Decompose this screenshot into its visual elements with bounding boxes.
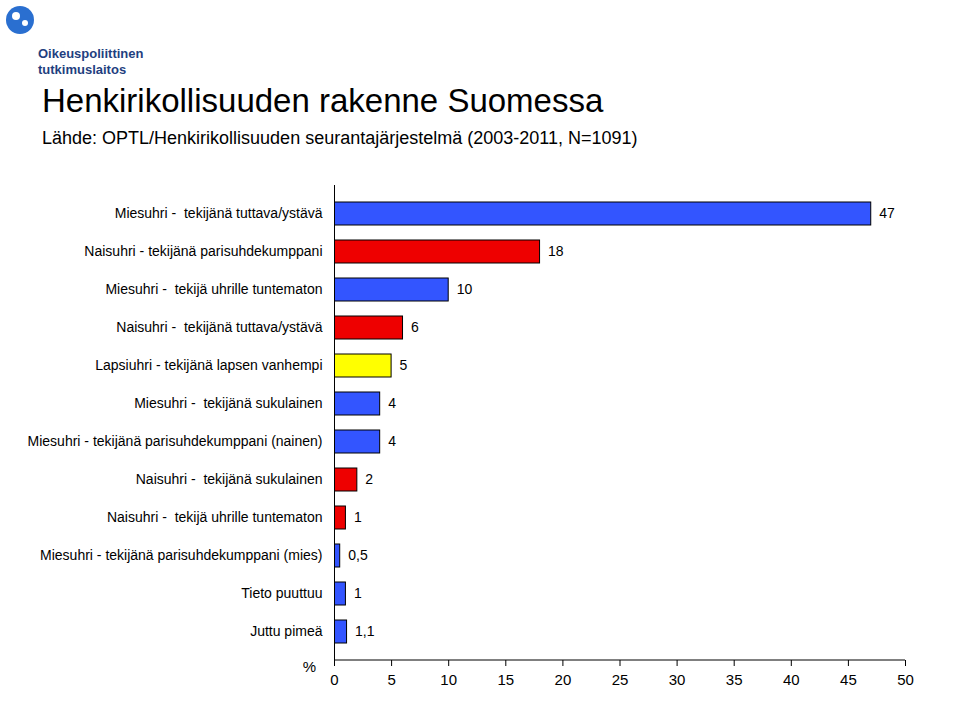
svg-text:Miesuhri - tekijänä tuttava/y: Miesuhri - tekijänä tuttava/ystävä — [115, 205, 323, 221]
svg-text:0: 0 — [330, 671, 338, 688]
html-text:Lähde: OPTL/Henkirikollisuuden: Lähde: OPTL/Henkirikollisuuden seurantaj… — [42, 128, 638, 148]
svg-text:4: 4 — [388, 433, 396, 449]
svg-text:35: 35 — [726, 671, 743, 688]
svg-text:Juttu pimeä: Juttu pimeä — [250, 623, 323, 639]
svg-text:50: 50 — [897, 671, 914, 688]
html-text:Oikeuspoliittinen: Oikeuspoliittinen — [38, 46, 144, 61]
svg-text:Miesuhri - tekijänä parisuhdek: Miesuhri - tekijänä parisuhdekumppani (n… — [28, 433, 323, 449]
svg-text:1,1: 1,1 — [355, 623, 375, 639]
svg-text:2: 2 — [365, 471, 373, 487]
svg-text:Miesuhri - tekijänä sukulaine: Miesuhri - tekijänä sukulainen — [134, 395, 322, 411]
svg-text:6: 6 — [411, 319, 419, 335]
html-text:Henkirikollisuuden rakenne Suo: Henkirikollisuuden rakenne Suomessa — [42, 82, 604, 119]
svg-text:10: 10 — [440, 671, 457, 688]
svg-text:15: 15 — [497, 671, 514, 688]
svg-text:1: 1 — [354, 509, 362, 525]
svg-text:18: 18 — [548, 243, 564, 259]
svg-text:5: 5 — [387, 671, 395, 688]
svg-text:Naisuhri - tekijänä parisuhdek: Naisuhri - tekijänä parisuhdekumppani — [84, 243, 322, 259]
svg-text:0,5: 0,5 — [348, 547, 368, 563]
svg-text:20: 20 — [555, 671, 572, 688]
svg-text:25: 25 — [612, 671, 629, 688]
svg-text:%: % — [303, 658, 316, 675]
svg-text:Miesuhri - tekijänä parisuhdek: Miesuhri - tekijänä parisuhdekumppani (m… — [40, 547, 322, 563]
svg-text:Lapsiuhri - tekijänä lapsen va: Lapsiuhri - tekijänä lapsen vanhempi — [95, 357, 322, 373]
svg-text:Naisuhri - tekijänä tuttava/y: Naisuhri - tekijänä tuttava/ystävä — [116, 319, 322, 335]
svg-text:40: 40 — [783, 671, 800, 688]
svg-text:Naisuhri - tekijä uhrille tun: Naisuhri - tekijä uhrille tuntematon — [107, 509, 323, 525]
svg-text:47: 47 — [879, 205, 895, 221]
svg-text:Miesuhri - tekijä uhrille tun: Miesuhri - tekijä uhrille tuntematon — [105, 281, 322, 297]
svg-text:5: 5 — [400, 357, 408, 373]
svg-text:4: 4 — [388, 395, 396, 411]
svg-text:Tieto puuttuu: Tieto puuttuu — [241, 585, 322, 601]
html-text:tutkimuslaitos: tutkimuslaitos — [38, 62, 127, 77]
svg-text:30: 30 — [669, 671, 686, 688]
svg-text:Naisuhri - tekijänä sukulaine: Naisuhri - tekijänä sukulainen — [136, 471, 323, 487]
svg-text:10: 10 — [457, 281, 473, 297]
svg-text:1: 1 — [354, 585, 362, 601]
svg-text:45: 45 — [840, 671, 857, 688]
